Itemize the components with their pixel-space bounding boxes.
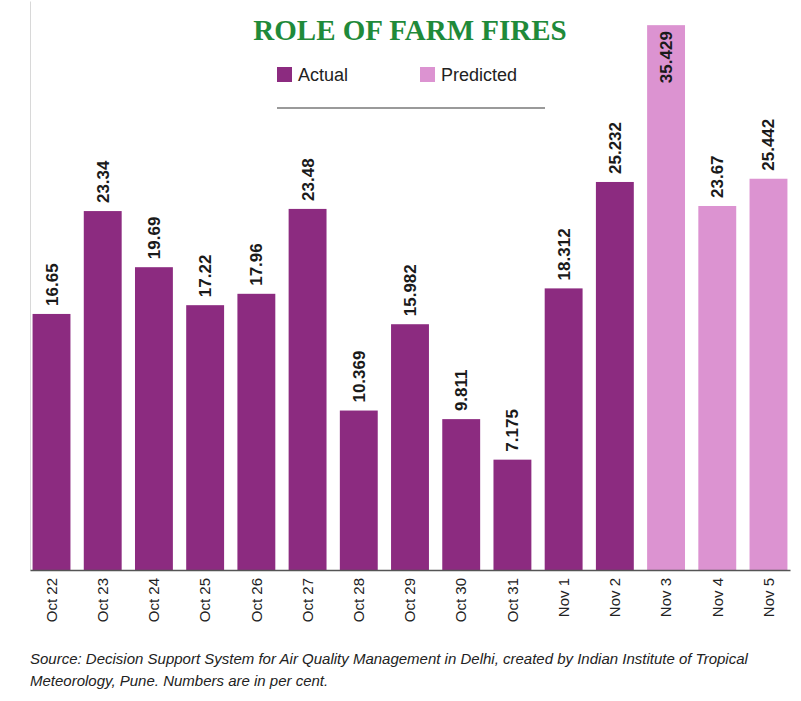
bar xyxy=(237,294,275,570)
x-tick-label: Oct 22 xyxy=(43,578,60,622)
data-label: 16.65 xyxy=(43,263,62,306)
x-tick: Nov 5 xyxy=(760,570,777,617)
data-label: 15.982 xyxy=(401,264,420,316)
data-label: 9.811 xyxy=(452,370,471,412)
x-tick-label: Oct 28 xyxy=(350,578,367,622)
x-tick: Nov 2 xyxy=(606,570,623,617)
data-label: 23.67 xyxy=(708,155,727,198)
bar xyxy=(340,411,378,570)
bar xyxy=(698,206,736,570)
data-label: 35.429 xyxy=(657,31,676,83)
x-tick: Oct 24 xyxy=(145,570,162,622)
legend-swatch xyxy=(277,67,292,82)
data-label: 17.22 xyxy=(196,255,215,298)
legend-rule xyxy=(277,107,545,109)
data-label: 23.34 xyxy=(94,160,113,203)
x-tick: Oct 31 xyxy=(504,570,521,622)
bar xyxy=(391,324,429,570)
x-tick-label: Oct 24 xyxy=(145,578,162,622)
data-label: 25.232 xyxy=(606,122,625,174)
legend-label: Actual xyxy=(298,65,348,85)
x-axis: Oct 22 Oct 23 Oct 24 Oct 25 Oct 26 Oct 27 Oct … xyxy=(31,570,791,622)
x-tick-label: Nov 4 xyxy=(709,578,726,617)
y-axis-line xyxy=(30,2,31,571)
bar xyxy=(750,179,788,570)
x-tick-label: Nov 3 xyxy=(657,578,674,617)
title: ROLE OF FARM FIRES xyxy=(253,14,566,46)
x-tick: Oct 28 xyxy=(350,570,367,622)
data-label: 23.48 xyxy=(299,158,318,201)
data-labels: 16.65 23.34 19.69 17.22 17.96 23.48 10.369 15.9… xyxy=(43,31,779,452)
x-tick-label: Oct 29 xyxy=(401,578,418,622)
data-label: 7.175 xyxy=(503,409,522,452)
x-tick: Oct 22 xyxy=(43,570,60,622)
x-tick-label: Nov 1 xyxy=(555,578,572,617)
data-label: 17.96 xyxy=(247,243,266,286)
x-tick: Oct 27 xyxy=(299,570,316,622)
bar xyxy=(84,211,122,570)
legend-label: Predicted xyxy=(441,65,517,85)
bar xyxy=(545,288,583,570)
x-tick: Oct 29 xyxy=(401,570,418,622)
x-tick-label: Oct 25 xyxy=(196,578,213,622)
x-tick-label: Nov 5 xyxy=(760,578,777,617)
x-tick: Oct 30 xyxy=(452,570,469,622)
bars xyxy=(33,25,788,570)
data-label: 18.312 xyxy=(555,228,574,280)
x-tick: Nov 4 xyxy=(709,570,726,617)
data-label: 19.69 xyxy=(145,217,164,260)
bar xyxy=(135,267,173,570)
y-axis xyxy=(30,2,32,571)
x-tick: Nov 3 xyxy=(657,570,674,617)
x-tick: Nov 1 xyxy=(555,570,572,617)
legend-swatch xyxy=(420,67,435,82)
bar xyxy=(647,25,685,570)
chart: ROLE OF FARM FIRES Actual Predicted 16.65 23… xyxy=(0,0,801,701)
x-axis-line xyxy=(31,570,791,572)
data-label: 25.442 xyxy=(759,119,778,171)
legend: Actual Predicted xyxy=(277,65,545,108)
source-note: Source: Decision Support System for Air … xyxy=(30,650,749,689)
data-label: 10.369 xyxy=(350,351,369,403)
bar xyxy=(289,209,327,570)
x-tick: Oct 25 xyxy=(196,570,213,622)
bar xyxy=(186,305,224,570)
x-tick: Oct 26 xyxy=(248,570,265,622)
bar xyxy=(596,182,634,570)
bar xyxy=(33,314,71,570)
bar xyxy=(442,419,480,570)
x-tick-label: Nov 2 xyxy=(606,578,623,617)
x-tick-label: Oct 31 xyxy=(504,578,521,622)
x-tick-label: Oct 23 xyxy=(94,578,111,622)
x-tick: Oct 23 xyxy=(94,570,111,622)
x-tick-label: Oct 27 xyxy=(299,578,316,622)
x-tick-label: Oct 26 xyxy=(248,578,265,622)
x-tick-label: Oct 30 xyxy=(452,578,469,622)
bar xyxy=(493,460,531,570)
